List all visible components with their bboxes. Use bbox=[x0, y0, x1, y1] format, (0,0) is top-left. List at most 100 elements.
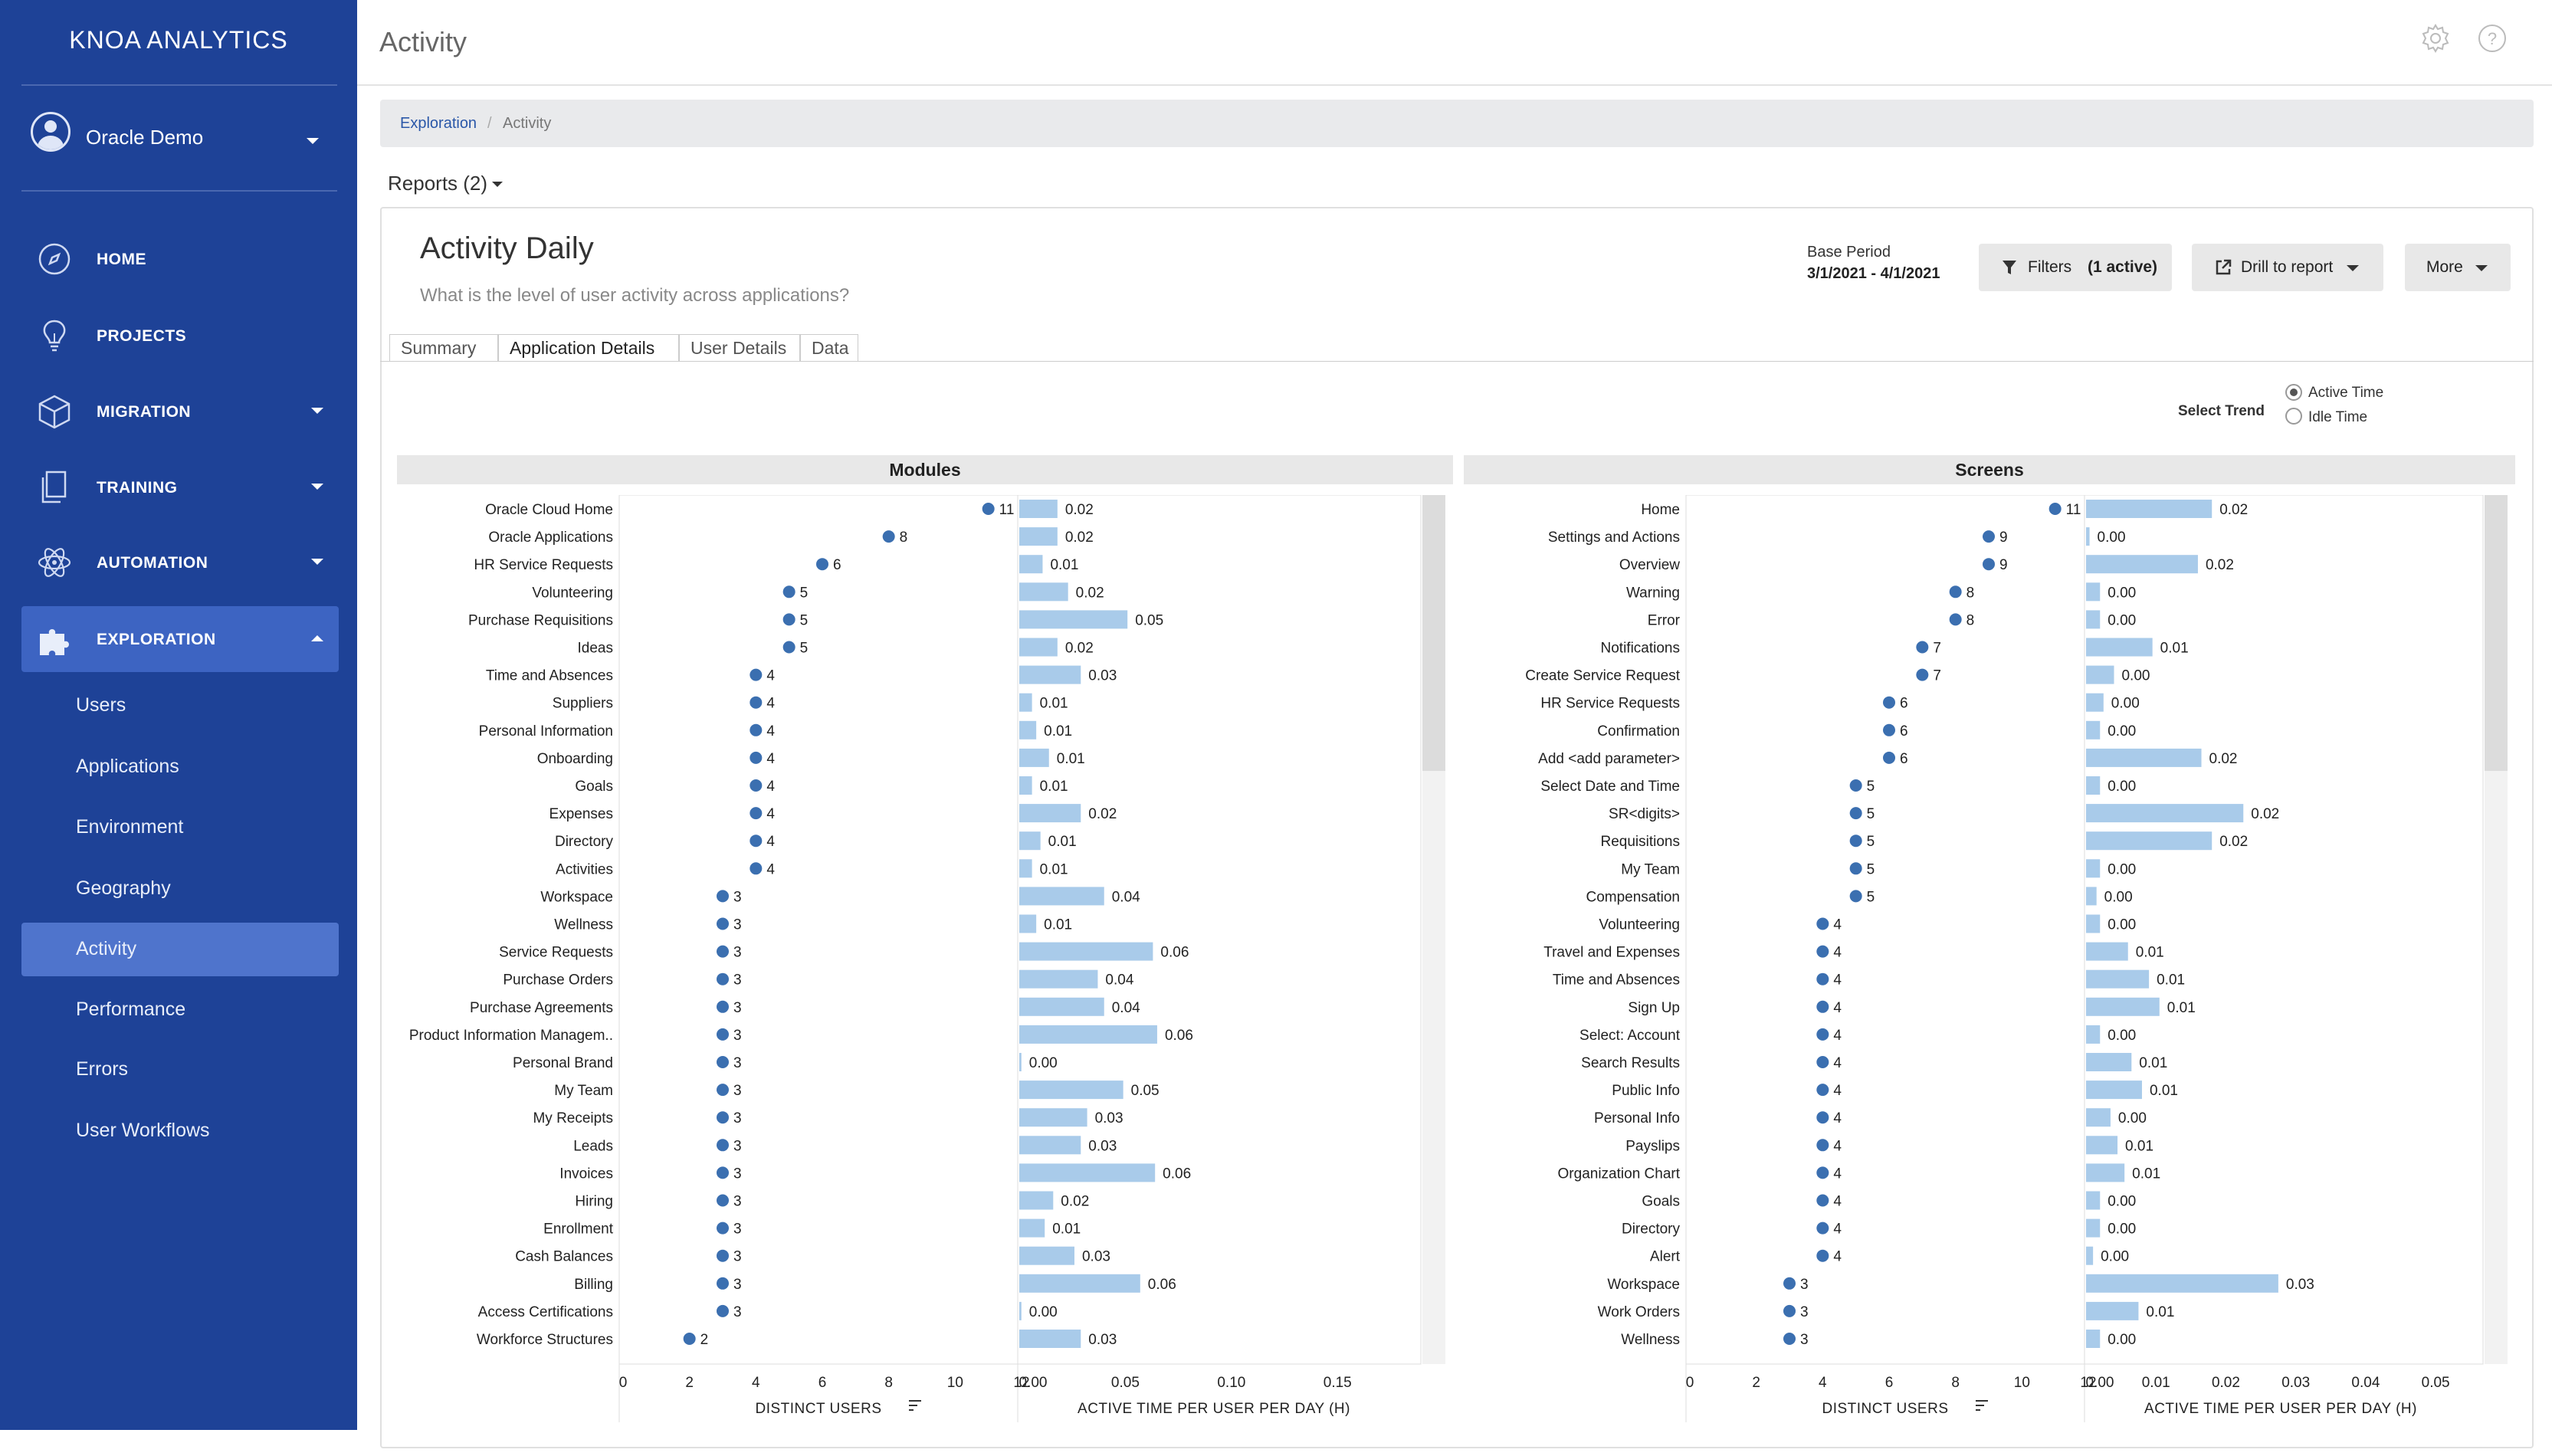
active-time-bar[interactable] bbox=[1019, 887, 1104, 906]
tab-summary[interactable]: Summary bbox=[389, 334, 498, 362]
active-time-bar[interactable] bbox=[2086, 665, 2114, 684]
users-dot[interactable] bbox=[750, 835, 763, 848]
active-time-bar[interactable] bbox=[2086, 1246, 2094, 1265]
users-dot[interactable] bbox=[717, 1304, 729, 1317]
more-button[interactable]: More bbox=[2405, 244, 2511, 291]
active-time-bar[interactable] bbox=[2086, 1136, 2118, 1155]
active-time-bar[interactable] bbox=[1019, 693, 1032, 712]
users-dot[interactable] bbox=[1849, 807, 1862, 820]
active-time-bar[interactable] bbox=[2086, 997, 2160, 1016]
active-time-bar[interactable] bbox=[1019, 500, 1058, 518]
users-dot[interactable] bbox=[717, 1277, 729, 1290]
nav-exploration[interactable]: EXPLORATION bbox=[21, 606, 339, 672]
active-time-bar[interactable] bbox=[1019, 1330, 1081, 1348]
users-dot[interactable] bbox=[1949, 613, 1962, 626]
users-dot[interactable] bbox=[1816, 972, 1829, 985]
active-time-bar[interactable] bbox=[2086, 942, 2128, 961]
active-time-bar[interactable] bbox=[1019, 527, 1058, 546]
active-time-bar[interactable] bbox=[2086, 527, 2090, 546]
nav-home[interactable]: HOME bbox=[21, 226, 339, 292]
users-dot[interactable] bbox=[1816, 1194, 1829, 1207]
users-dot[interactable] bbox=[717, 1084, 729, 1097]
active-time-bar[interactable] bbox=[2086, 831, 2212, 851]
active-time-bar[interactable] bbox=[1019, 1081, 1123, 1100]
users-dot[interactable] bbox=[1816, 945, 1829, 958]
users-dot[interactable] bbox=[1849, 890, 1862, 903]
active-time-bar[interactable] bbox=[2086, 1081, 2142, 1100]
active-time-bar[interactable] bbox=[2086, 969, 2150, 989]
nav-migration[interactable]: MIGRATION bbox=[21, 379, 339, 444]
active-time-bar[interactable] bbox=[2086, 582, 2101, 602]
active-time-bar[interactable] bbox=[1019, 582, 1068, 602]
nav-projects[interactable]: PROJECTS bbox=[21, 303, 339, 369]
filters-button[interactable]: Filters (1 active) bbox=[1979, 244, 2172, 291]
active-time-bar[interactable] bbox=[2086, 804, 2244, 823]
users-dot[interactable] bbox=[1883, 751, 1895, 764]
users-dot[interactable] bbox=[717, 1111, 729, 1124]
active-time-bar[interactable] bbox=[1019, 1246, 1074, 1265]
sort-icon[interactable] bbox=[1976, 1400, 1988, 1411]
help-icon[interactable]: ? bbox=[2477, 23, 2508, 54]
users-dot[interactable] bbox=[717, 917, 729, 930]
active-time-bar[interactable] bbox=[1019, 1136, 1081, 1155]
subnav-activity[interactable]: Activity bbox=[21, 923, 339, 976]
users-dot[interactable] bbox=[750, 862, 763, 875]
users-dot[interactable] bbox=[1949, 585, 1962, 598]
users-dot[interactable] bbox=[1783, 1277, 1796, 1290]
subnav-errors[interactable]: Errors bbox=[21, 1043, 339, 1097]
active-time-bar[interactable] bbox=[2086, 1163, 2125, 1182]
active-time-bar[interactable] bbox=[2086, 748, 2202, 767]
subnav-performance[interactable]: Performance bbox=[21, 983, 339, 1037]
active-time-bar[interactable] bbox=[1019, 748, 1049, 767]
active-time-bar[interactable] bbox=[1019, 969, 1098, 989]
users-dot[interactable] bbox=[683, 1333, 696, 1345]
active-time-bar[interactable] bbox=[2086, 1191, 2101, 1210]
users-dot[interactable] bbox=[717, 972, 729, 985]
users-dot[interactable] bbox=[1783, 1333, 1796, 1345]
subnav-applications[interactable]: Applications bbox=[21, 740, 339, 794]
active-time-bar[interactable] bbox=[2086, 887, 2097, 906]
active-time-bar[interactable] bbox=[1019, 720, 1037, 739]
active-time-bar[interactable] bbox=[2086, 1108, 2111, 1127]
users-dot[interactable] bbox=[1983, 530, 1995, 543]
active-time-bar[interactable] bbox=[1019, 1108, 1087, 1127]
users-dot[interactable] bbox=[750, 723, 763, 736]
active-time-bar[interactable] bbox=[1019, 831, 1041, 851]
radio-active-time[interactable] bbox=[2285, 384, 2302, 401]
users-dot[interactable] bbox=[1816, 1222, 1829, 1235]
users-dot[interactable] bbox=[1916, 641, 1929, 654]
users-dot[interactable] bbox=[1916, 668, 1929, 681]
users-dot[interactable] bbox=[816, 558, 828, 571]
tab-user-details[interactable]: User Details bbox=[679, 334, 800, 362]
active-time-bar[interactable] bbox=[1019, 859, 1032, 878]
subnav-geography[interactable]: Geography bbox=[21, 862, 339, 916]
users-dot[interactable] bbox=[750, 807, 763, 820]
active-time-bar[interactable] bbox=[2086, 1218, 2101, 1238]
users-dot[interactable] bbox=[1816, 1111, 1829, 1124]
users-dot[interactable] bbox=[1883, 696, 1895, 709]
radio-idle-time[interactable] bbox=[2285, 408, 2302, 425]
active-time-bar[interactable] bbox=[1019, 1218, 1045, 1238]
nav-training[interactable]: TRAINING bbox=[21, 454, 339, 520]
active-time-bar[interactable] bbox=[2086, 776, 2101, 795]
active-time-bar[interactable] bbox=[2086, 720, 2101, 739]
brand-logo[interactable]: KNOA ANALYTICS bbox=[69, 26, 288, 54]
users-dot[interactable] bbox=[717, 1222, 729, 1235]
users-dot[interactable] bbox=[1816, 1084, 1829, 1097]
subnav-user-workflows[interactable]: User Workflows bbox=[21, 1104, 339, 1158]
active-time-bar[interactable] bbox=[1019, 1274, 1140, 1293]
users-dot[interactable] bbox=[717, 1249, 729, 1262]
active-time-bar[interactable] bbox=[1019, 1053, 1022, 1071]
users-dot[interactable] bbox=[882, 530, 895, 543]
active-time-bar[interactable] bbox=[1019, 638, 1058, 657]
active-time-bar[interactable] bbox=[1019, 1191, 1054, 1210]
active-time-bar[interactable] bbox=[1019, 914, 1037, 933]
users-dot[interactable] bbox=[2048, 503, 2062, 515]
active-time-bar[interactable] bbox=[2086, 1274, 2278, 1293]
active-time-bar[interactable] bbox=[1019, 942, 1153, 961]
active-time-bar[interactable] bbox=[2086, 638, 2153, 657]
active-time-bar[interactable] bbox=[1019, 1301, 1022, 1320]
users-dot[interactable] bbox=[1816, 917, 1829, 930]
users-dot[interactable] bbox=[1816, 1028, 1829, 1041]
users-dot[interactable] bbox=[782, 641, 795, 654]
